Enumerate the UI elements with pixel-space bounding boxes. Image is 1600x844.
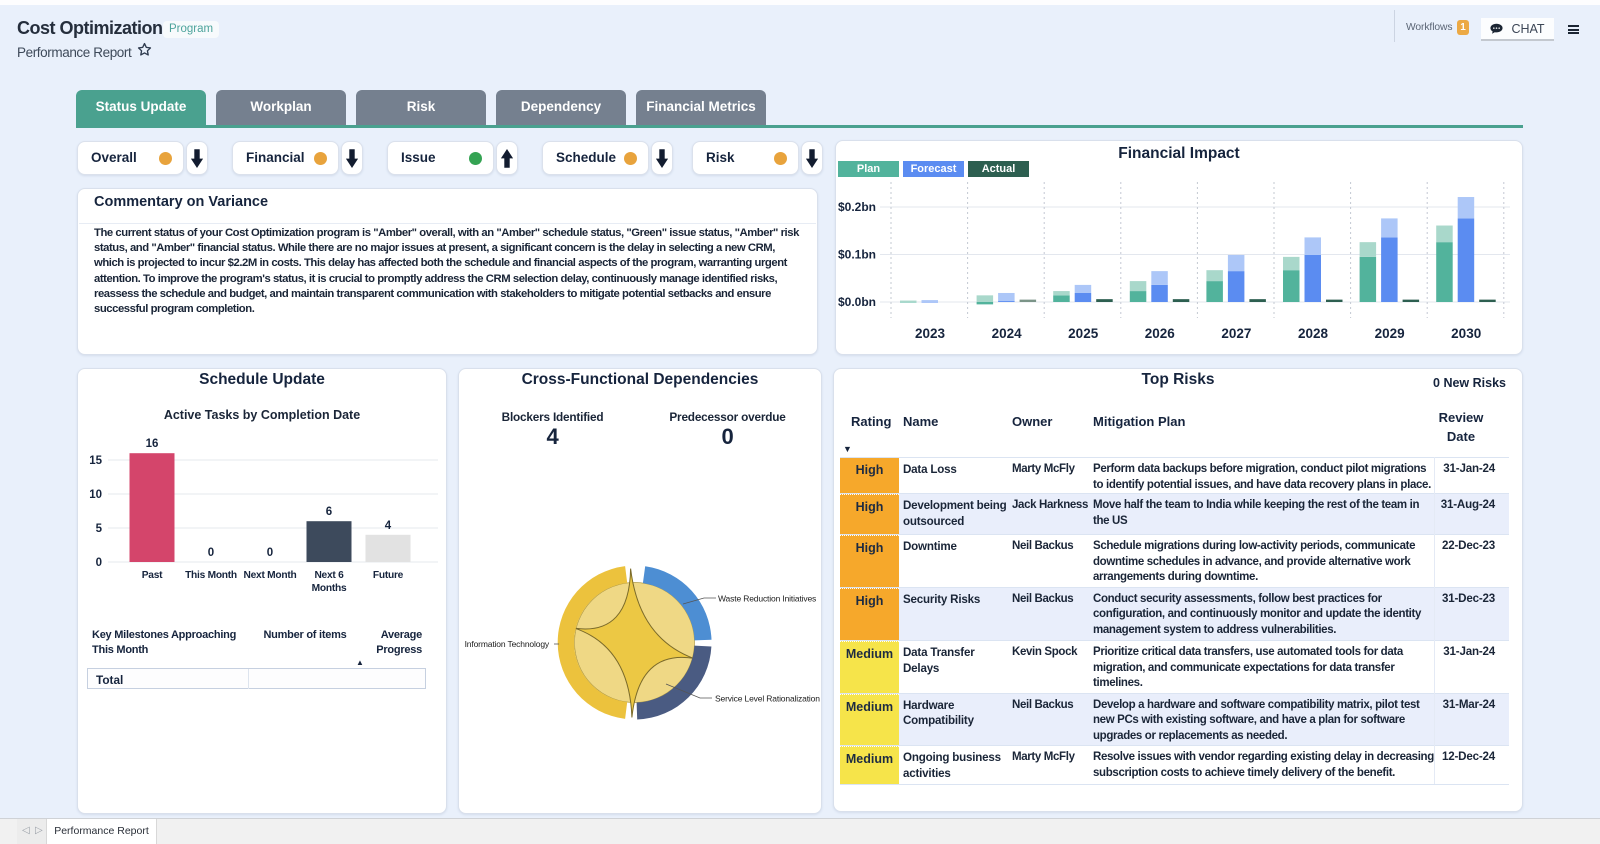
svg-text:2026: 2026	[1145, 326, 1176, 341]
svg-text:Next Month: Next Month	[244, 570, 297, 581]
svg-text:2027: 2027	[1221, 326, 1251, 341]
svg-text:Service Level Rationalization: Service Level Rationalization	[715, 694, 820, 704]
svg-text:0: 0	[267, 547, 273, 559]
svg-text:2029: 2029	[1375, 326, 1405, 341]
svg-text:This Month: This Month	[185, 570, 237, 581]
svg-text:6: 6	[326, 506, 332, 518]
svg-text:10: 10	[89, 489, 102, 501]
svg-text:5: 5	[96, 523, 103, 535]
svg-text:15: 15	[89, 455, 102, 467]
svg-text:0: 0	[96, 557, 102, 569]
svg-text:Waste Reduction Initiatives: Waste Reduction Initiatives	[718, 594, 816, 604]
svg-text:2025: 2025	[1068, 326, 1099, 341]
svg-text:Information Technology: Information Technology	[465, 639, 550, 649]
svg-text:$0.1bn: $0.1bn	[838, 248, 876, 262]
svg-text:2024: 2024	[992, 326, 1023, 341]
svg-text:4: 4	[385, 520, 392, 532]
svg-text:Future: Future	[373, 570, 404, 581]
svg-text:$0.0bn: $0.0bn	[838, 295, 876, 309]
svg-text:2028: 2028	[1298, 326, 1329, 341]
svg-text:$0.2bn: $0.2bn	[838, 200, 876, 214]
svg-text:2030: 2030	[1451, 326, 1481, 341]
svg-text:0: 0	[208, 547, 214, 559]
svg-text:Past: Past	[142, 570, 163, 581]
svg-text:Months: Months	[312, 583, 347, 594]
svg-text:2023: 2023	[915, 326, 946, 341]
svg-text:16: 16	[146, 438, 159, 450]
svg-text:Next 6: Next 6	[314, 570, 344, 581]
